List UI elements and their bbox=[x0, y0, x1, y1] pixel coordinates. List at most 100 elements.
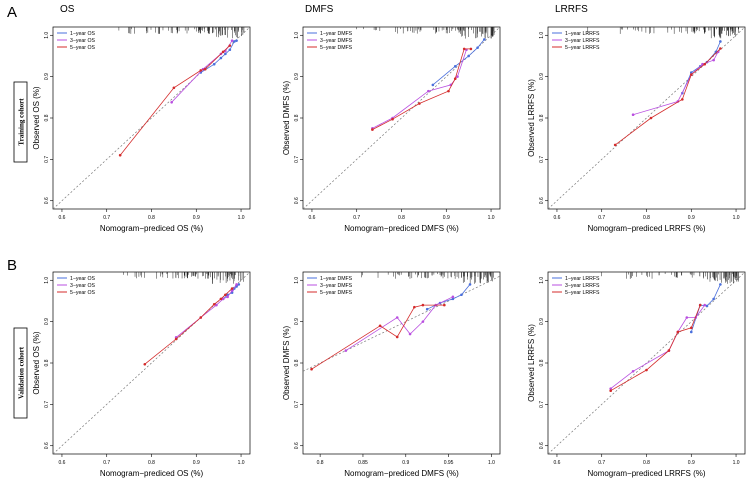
data-point bbox=[344, 349, 348, 352]
x-tick-label: 0.6 bbox=[553, 215, 560, 221]
legend-entry: 3−year LRRFS bbox=[565, 38, 600, 44]
column-title-lrrfs: LRRFS bbox=[555, 4, 588, 15]
data-point bbox=[712, 297, 715, 301]
x-axis-label: Nomogram−prediced LRRFS (%) bbox=[587, 224, 705, 233]
series-5-year-dmfs bbox=[371, 47, 473, 131]
data-point bbox=[199, 316, 203, 319]
y-tick-label: 0.9 bbox=[539, 318, 545, 325]
data-point bbox=[221, 297, 225, 301]
x-axis-label: Nomogram−prediced OS (%) bbox=[100, 469, 204, 478]
y-tick-label: 0.8 bbox=[539, 114, 545, 121]
y-tick-label: 1.0 bbox=[44, 32, 50, 39]
prediction-rug bbox=[587, 27, 739, 39]
y-tick-label: 0.8 bbox=[294, 359, 300, 366]
data-point bbox=[689, 326, 693, 330]
data-point bbox=[676, 330, 680, 334]
legend-entry: 3−year LRRFS bbox=[565, 283, 600, 289]
series-5-year-os bbox=[118, 44, 232, 157]
prediction-rug bbox=[356, 27, 495, 39]
x-tick-label: 1.0 bbox=[238, 460, 245, 466]
ideal-reference-line bbox=[302, 26, 501, 210]
data-point bbox=[215, 303, 218, 307]
legend-entry: 1−year DMFS bbox=[320, 31, 353, 37]
legend-entry: 1−year LRRFS bbox=[565, 276, 600, 282]
x-tick-label: 1.0 bbox=[488, 460, 495, 466]
data-point bbox=[118, 153, 122, 157]
x-tick-label: 1.0 bbox=[733, 460, 740, 466]
x-axis-label: Nomogram−prediced OS (%) bbox=[100, 224, 204, 233]
series-3-year-dmfs bbox=[371, 48, 468, 130]
x-axis-label: Nomogram−prediced DMFS (%) bbox=[344, 469, 459, 478]
column-title-os: OS bbox=[60, 4, 75, 15]
data-point bbox=[703, 62, 707, 66]
data-point bbox=[468, 283, 472, 286]
y-axis-label: Observed OS (%) bbox=[32, 331, 41, 394]
series-1-year-os bbox=[199, 39, 238, 74]
prediction-rug bbox=[123, 272, 244, 284]
legend-entry: 3−year DMFS bbox=[320, 283, 353, 289]
x-tick-label: 0.8 bbox=[148, 215, 155, 221]
data-point bbox=[451, 295, 455, 299]
column-title-dmfs: DMFS bbox=[305, 4, 334, 15]
data-point bbox=[224, 293, 227, 297]
y-tick-label: 0.6 bbox=[44, 197, 50, 204]
ideal-reference-line bbox=[547, 271, 746, 455]
y-tick-label: 0.8 bbox=[44, 114, 50, 121]
y-tick-label: 0.7 bbox=[539, 401, 545, 408]
data-point bbox=[235, 283, 238, 286]
legend-entry: 5−year OS bbox=[70, 290, 95, 296]
series-line bbox=[311, 304, 445, 370]
data-point bbox=[453, 77, 457, 81]
series-line bbox=[432, 39, 485, 86]
y-tick-label: 0.8 bbox=[539, 359, 545, 366]
data-point bbox=[391, 117, 394, 121]
y-tick-label: 0.6 bbox=[294, 197, 300, 204]
x-tick-label: 1.0 bbox=[733, 215, 740, 221]
data-point bbox=[219, 56, 223, 60]
data-point bbox=[199, 69, 203, 72]
data-point bbox=[443, 303, 446, 307]
data-point bbox=[462, 47, 466, 51]
data-point bbox=[703, 303, 707, 307]
y-tick-label: 0.9 bbox=[294, 73, 300, 80]
series-line bbox=[610, 304, 701, 392]
y-tick-label: 1.0 bbox=[44, 277, 50, 284]
series-line bbox=[614, 48, 721, 146]
x-tick-label: 0.8 bbox=[643, 460, 650, 466]
data-point bbox=[453, 64, 457, 68]
data-point bbox=[649, 116, 653, 120]
series-5-year-os bbox=[143, 287, 234, 366]
x-tick-label: 0.6 bbox=[58, 215, 65, 221]
x-tick-label: 0.8 bbox=[148, 460, 155, 466]
data-point bbox=[425, 307, 429, 311]
chart-dmfs-validation: 0.8 0.85 0.9 0.95 1.0 0.6 0.7 0.8 0.9 1.0 Nomogram… bbox=[282, 271, 501, 478]
data-point bbox=[631, 113, 635, 116]
ideal-reference-line bbox=[547, 26, 746, 210]
chart-lrrfs-training: 0.6 0.7 0.8 0.9 1.0 0.6 0.7 0.8 0.9 1.0 Nomogram−p… bbox=[527, 26, 746, 233]
x-tick-label: 0.9 bbox=[193, 215, 200, 221]
y-tick-label: 1.0 bbox=[539, 32, 545, 39]
ideal-reference-line bbox=[302, 275, 501, 372]
data-point bbox=[631, 369, 635, 373]
data-point bbox=[235, 39, 238, 42]
series-1-year-dmfs bbox=[431, 38, 486, 87]
data-point bbox=[174, 337, 178, 341]
row-label-training-text: Training cohort bbox=[18, 98, 26, 146]
data-point bbox=[667, 349, 671, 352]
data-point bbox=[689, 71, 693, 74]
data-point bbox=[689, 330, 693, 334]
ideal-reference-line bbox=[52, 271, 251, 455]
legend-entry: 1−year DMFS bbox=[320, 276, 353, 282]
row-label-validation-text: Validation cohort bbox=[18, 346, 26, 399]
data-point bbox=[224, 52, 227, 56]
y-tick-label: 0.6 bbox=[44, 442, 50, 449]
x-tick-label: 0.8 bbox=[643, 215, 650, 221]
y-axis-label: Observed OS (%) bbox=[32, 86, 41, 149]
series-3-year-lrrfs bbox=[609, 303, 707, 390]
data-point bbox=[408, 332, 412, 336]
data-point bbox=[467, 54, 470, 58]
x-tick-label: 0.85 bbox=[358, 460, 368, 466]
y-tick-label: 0.7 bbox=[539, 156, 545, 163]
